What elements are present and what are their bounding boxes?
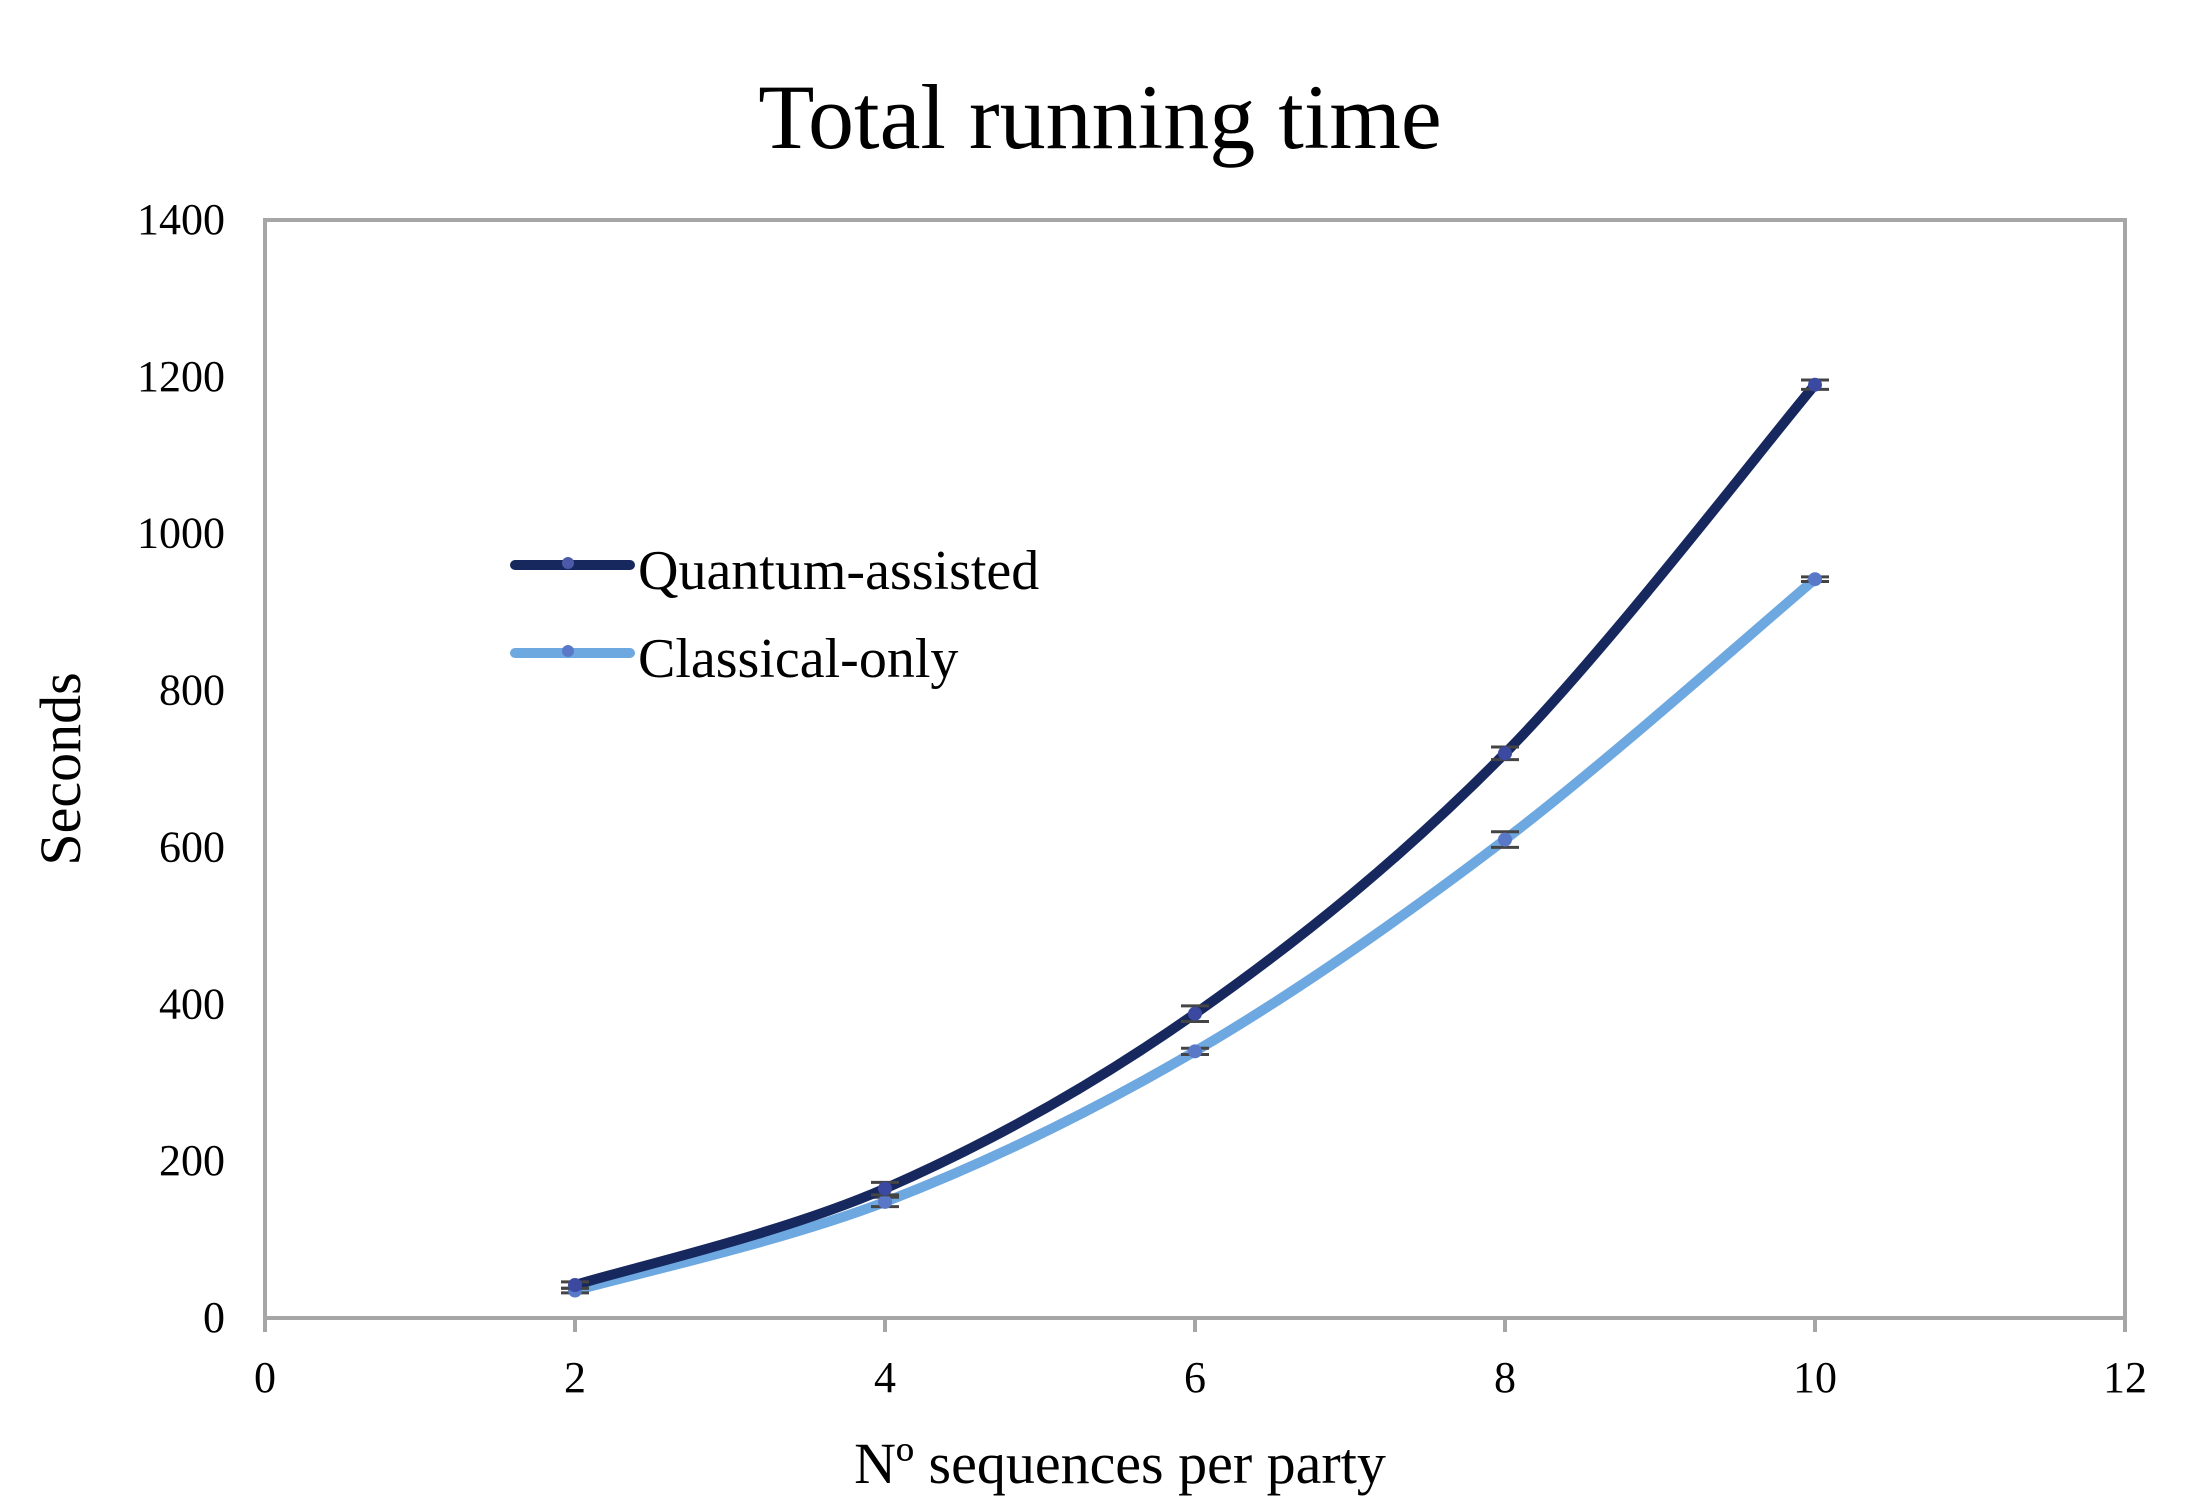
legend-item-classical: Classical-only xyxy=(510,628,958,690)
y-tick-label: 800 xyxy=(159,666,225,715)
legend-label-classical: Classical-only xyxy=(638,628,958,690)
y-tick-label: 1400 xyxy=(137,195,225,244)
x-tick-labels: 0 2 4 6 8 10 12 xyxy=(254,1353,2147,1402)
x-axis-title: Nº sequences per party xyxy=(854,1431,1386,1496)
y-tick-labels: 0 200 400 600 800 1000 1200 1400 xyxy=(137,195,225,1342)
data-point-quantum xyxy=(568,1278,582,1293)
series-layer xyxy=(561,377,1829,1298)
legend: Quantum-assisted Classical-only xyxy=(510,540,1039,690)
y-axis-title: Seconds xyxy=(28,672,93,865)
y-tick-label: 1000 xyxy=(137,509,225,558)
x-tick-label: 12 xyxy=(2103,1353,2147,1402)
legend-item-quantum: Quantum-assisted xyxy=(510,540,1039,602)
data-point-classical xyxy=(1188,1044,1202,1059)
data-point-quantum xyxy=(1188,1006,1202,1021)
data-point-classical xyxy=(878,1194,892,1209)
series-line-quantum xyxy=(570,379,1820,1291)
x-tick-label: 0 xyxy=(254,1353,276,1402)
y-tick-label: 400 xyxy=(159,979,225,1028)
y-tick-label: 0 xyxy=(203,1293,225,1342)
legend-marker-quantum xyxy=(562,557,574,569)
plot-area xyxy=(263,218,2127,1320)
y-tick-label: 600 xyxy=(159,822,225,871)
y-tick-label: 1200 xyxy=(137,352,225,401)
x-tick-label: 4 xyxy=(874,1353,896,1402)
x-tick-label: 6 xyxy=(1184,1353,1206,1402)
x-tick-label: 2 xyxy=(564,1353,586,1402)
x-tick-marks xyxy=(263,1318,2127,1332)
legend-marker-classical xyxy=(562,645,574,657)
x-tick-label: 10 xyxy=(1793,1353,1837,1402)
legend-label-quantum: Quantum-assisted xyxy=(638,540,1039,602)
series-line-classical xyxy=(570,574,1820,1296)
data-point-quantum xyxy=(1498,746,1512,761)
chart-title: Total running time xyxy=(758,66,1441,168)
data-point-quantum xyxy=(1808,377,1822,392)
data-point-quantum xyxy=(878,1181,892,1196)
data-point-classical xyxy=(1808,572,1822,587)
x-tick-label: 8 xyxy=(1494,1353,1516,1402)
y-tick-label: 200 xyxy=(159,1136,225,1185)
data-point-classical xyxy=(1498,832,1512,847)
